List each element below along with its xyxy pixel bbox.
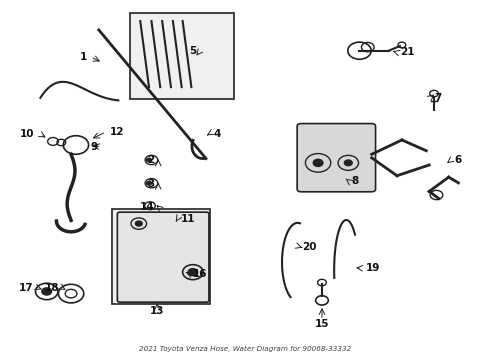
Text: 11: 11 [181, 213, 195, 224]
Text: 9: 9 [91, 142, 98, 152]
Text: 17: 17 [19, 283, 33, 293]
Text: 2021 Toyota Venza Hose, Water Diagram for 90068-33332: 2021 Toyota Venza Hose, Water Diagram fo… [139, 346, 351, 352]
Text: 14: 14 [140, 202, 155, 212]
Text: 8: 8 [351, 176, 359, 186]
Text: 19: 19 [366, 263, 380, 273]
Text: 2: 2 [147, 156, 155, 165]
Text: 18: 18 [45, 283, 59, 293]
Text: 21: 21 [400, 47, 415, 57]
Text: 13: 13 [150, 306, 165, 316]
Circle shape [344, 160, 352, 166]
Text: 3: 3 [147, 179, 155, 189]
Circle shape [313, 159, 323, 166]
FancyBboxPatch shape [297, 123, 375, 192]
Bar [129, 13, 234, 99]
FancyBboxPatch shape [117, 212, 209, 302]
Text: 16: 16 [193, 269, 207, 279]
Text: 15: 15 [315, 319, 329, 329]
Text: 20: 20 [302, 242, 317, 252]
Text: 6: 6 [455, 156, 462, 165]
Text: 10: 10 [20, 129, 34, 139]
Text: 1: 1 [79, 52, 87, 62]
Text: 12: 12 [110, 127, 124, 137]
Text: 4: 4 [213, 129, 220, 139]
Circle shape [147, 181, 151, 185]
Circle shape [42, 288, 51, 295]
Text: 7: 7 [434, 93, 441, 103]
Bar [113, 209, 210, 304]
Circle shape [147, 158, 151, 162]
Text: 5: 5 [189, 46, 196, 57]
Circle shape [135, 221, 142, 226]
Circle shape [188, 269, 198, 276]
